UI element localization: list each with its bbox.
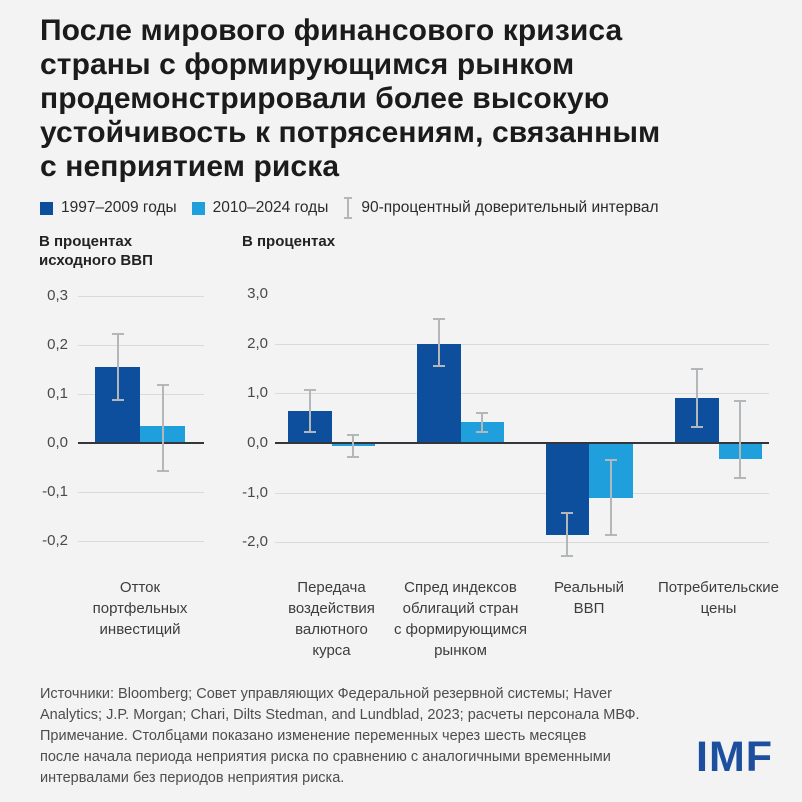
y-tick-label: -0,1 <box>42 483 68 500</box>
y-tick-label: -2,0 <box>242 533 268 551</box>
bar-series2-cat2 <box>460 422 504 443</box>
right-axis-unit-label: В процентах <box>242 233 336 250</box>
left-axis-unit-label: В процентах исходного ВВП <box>39 233 153 269</box>
legend-item-series1: 1997–2009 годы <box>40 199 177 217</box>
legend-ci-label: 90-процентный доверительный интервал <box>361 199 659 216</box>
y-tick-label: 0,2 <box>47 336 68 353</box>
bar-series1-cat1 <box>95 367 140 443</box>
footnotes: Источники: Bloomberg; Совет управляющих … <box>40 684 700 789</box>
y-tick-label: 0,0 <box>247 434 268 451</box>
gridline <box>78 541 204 542</box>
legend-series2-label: 2010–2024 годы <box>212 199 329 216</box>
gridline <box>78 345 204 346</box>
error-bar-series1-cat3 <box>561 511 574 558</box>
sources-text: Источники: Bloomberg; Совет управляющих … <box>40 686 640 723</box>
zero-axis-line <box>275 442 769 444</box>
gridline <box>78 394 204 395</box>
category-label: Спред индексов облигаций стран с формиру… <box>394 579 527 659</box>
bar-series2-cat3 <box>589 443 633 498</box>
error-bar-series1-cat2 <box>432 317 445 368</box>
y-tick-label: 3,0 <box>247 284 268 302</box>
error-bar-series2-cat1 <box>347 434 360 459</box>
error-bar-series2-cat1 <box>156 384 169 473</box>
gridline <box>275 393 769 395</box>
bar-series2-cat4 <box>718 443 762 459</box>
legend-item-series2: 2010–2024 годы <box>191 199 329 217</box>
bar-series2-cat1 <box>140 425 185 443</box>
category-label: Реальный ВВП <box>553 579 625 617</box>
error-bar-series1-cat1 <box>111 332 124 402</box>
bar-series1-cat4 <box>675 398 719 443</box>
y-tick-label: 2,0 <box>247 334 268 352</box>
gridline <box>78 296 204 297</box>
error-bar-series1-cat1 <box>303 389 316 433</box>
error-bar-series1-cat4 <box>690 368 703 429</box>
series1-swatch-icon <box>40 201 53 215</box>
category-label: Отток портфельных инвестиций <box>92 579 188 638</box>
zero-axis-line <box>78 442 204 444</box>
y-tick-label: 1,0 <box>247 384 268 402</box>
y-tick-label: -0,2 <box>42 532 68 549</box>
bar-series1-cat2 <box>417 343 461 443</box>
gridline <box>275 492 769 494</box>
error-bar-series2-cat3 <box>604 459 617 537</box>
imf-logo: IMF <box>696 733 774 781</box>
note-text: Примечание. Столбцами показано изменение… <box>40 728 611 786</box>
y-tick-label: -1,0 <box>242 483 268 501</box>
gridline <box>275 343 769 345</box>
legend: 1997–2009 годы 2010–2024 годы 90-процент… <box>40 197 659 219</box>
bar-series1-cat1 <box>288 410 332 443</box>
bar-series2-cat1 <box>331 443 375 447</box>
error-bar-series2-cat2 <box>476 412 489 434</box>
gridline <box>78 492 204 493</box>
series2-swatch-icon <box>191 201 205 215</box>
y-tick-label: 0,3 <box>47 287 68 304</box>
category-label: Потребительские цены <box>657 579 780 617</box>
confidence-interval-icon <box>343 197 353 219</box>
y-tick-label: 0,0 <box>47 434 68 451</box>
bar-series1-cat3 <box>545 443 589 535</box>
legend-item-ci: 90-процентный доверительный интервал <box>343 197 659 219</box>
y-tick-label: 0,1 <box>47 385 68 402</box>
category-label: Передача воздействия валютного курса <box>288 579 375 659</box>
error-bar-series2-cat4 <box>734 399 747 480</box>
figure-title: После мирового финансового кризиса стран… <box>40 14 661 183</box>
gridline <box>275 542 769 544</box>
legend-series1-label: 1997–2009 годы <box>61 199 177 216</box>
